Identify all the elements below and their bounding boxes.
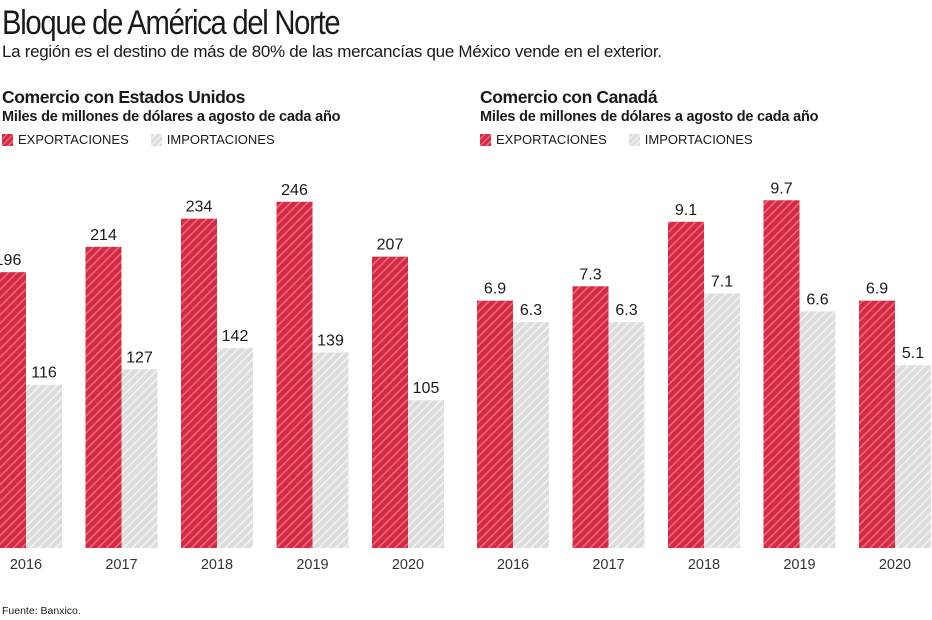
value-label-us-exports-2019: 246 — [281, 182, 308, 199]
legend-label-imports: IMPORTACIONES — [644, 132, 753, 147]
value-label-ca-exports-2017: 7.3 — [579, 266, 601, 283]
bar-us-imports-2020 — [408, 400, 444, 548]
value-label-ca-imports-2016: 6.3 — [520, 302, 542, 319]
bar-us-imports-2019 — [312, 352, 349, 548]
legend-swatch-imports — [150, 134, 162, 146]
chart-unit-ca: Miles de millones de dólares a agosto de… — [480, 109, 819, 125]
chart-ca: 6.9 6.3 2016 7.3 6.3 2017 9.1 7.1 2018 9.7 6.6 2019… — [477, 180, 931, 573]
x-tick-label-ca-2017: 2017 — [592, 557, 624, 573]
bar-ca-imports-2018 — [704, 293, 740, 548]
value-label-us-exports-2018: 234 — [186, 199, 213, 216]
legend-swatch-imports — [628, 134, 640, 146]
value-label-us-exports-2017: 214 — [90, 227, 117, 244]
page-title: Bloque de América del Norte — [2, 4, 341, 42]
value-label-us-imports-2017: 127 — [126, 349, 153, 366]
bar-us-imports-2017 — [121, 369, 158, 548]
bar-us-exports-2016 — [0, 272, 26, 548]
chart-title-ca: Comercio con Canadá — [480, 87, 658, 107]
value-label-us-imports-2019: 139 — [317, 332, 344, 349]
chart-us: 196 116 2016 214 127 2017 234 142 2018 246 139 2019… — [0, 182, 444, 573]
bar-ca-exports-2016 — [477, 300, 513, 548]
legend-label-imports: IMPORTACIONES — [166, 132, 275, 147]
chart-unit-us: Miles de millones de dólares a agosto de… — [2, 109, 341, 125]
chart-header-us: Comercio con Estados Unidos Miles de mil… — [2, 86, 341, 148]
value-label-ca-exports-2018: 9.1 — [675, 202, 697, 219]
x-tick-label-ca-2018: 2018 — [688, 557, 720, 573]
value-label-ca-exports-2020: 6.9 — [866, 281, 888, 298]
value-label-us-exports-2016: 196 — [0, 252, 21, 269]
bar-us-exports-2018 — [181, 218, 217, 548]
x-tick-label-us-2018: 2018 — [201, 557, 233, 573]
x-tick-label-us-2016: 2016 — [10, 557, 42, 573]
page-subtitle: La región es el destino de más de 80% de… — [2, 42, 662, 61]
bar-us-exports-2017 — [85, 246, 122, 548]
bar-ca-exports-2017 — [572, 286, 609, 548]
bar-ca-imports-2019 — [799, 311, 836, 548]
legend-swatch-exports — [480, 134, 491, 146]
bar-ca-exports-2020 — [859, 300, 895, 548]
value-label-ca-imports-2019: 6.6 — [806, 291, 828, 308]
legend-label-exports: EXPORTACIONES — [496, 132, 607, 147]
value-label-us-imports-2016: 116 — [31, 365, 57, 382]
value-label-ca-exports-2019: 9.7 — [770, 180, 792, 197]
x-tick-label-us-2020: 2020 — [392, 557, 424, 573]
source-note: Fuente: Banxico. — [2, 605, 81, 617]
chart-title-us: Comercio con Estados Unidos — [2, 87, 245, 107]
bar-us-exports-2020 — [372, 256, 408, 548]
bar-ca-imports-2020 — [895, 365, 931, 548]
bar-ca-exports-2018 — [668, 221, 704, 548]
bar-us-imports-2016 — [26, 384, 62, 548]
x-tick-label-ca-2016: 2016 — [497, 557, 529, 573]
chart-header-ca: Comercio con Canadá Miles de millones de… — [480, 86, 819, 148]
x-tick-label-us-2017: 2017 — [105, 557, 137, 573]
bar-ca-imports-2017 — [608, 322, 645, 548]
value-label-us-imports-2018: 142 — [222, 328, 249, 345]
value-label-ca-exports-2016: 6.9 — [484, 281, 506, 298]
value-label-ca-imports-2018: 7.1 — [711, 273, 733, 290]
bar-us-imports-2018 — [217, 348, 253, 548]
bar-us-exports-2019 — [276, 201, 313, 548]
x-tick-label-ca-2020: 2020 — [879, 557, 911, 573]
x-tick-label-us-2019: 2019 — [296, 557, 328, 573]
value-label-ca-imports-2017: 6.3 — [615, 302, 637, 319]
value-label-ca-imports-2020: 5.1 — [902, 345, 924, 362]
legend-us: EXPORTACIONES IMPORTACIONES — [2, 132, 340, 148]
bar-ca-exports-2019 — [763, 200, 800, 548]
value-label-us-exports-2020: 207 — [377, 237, 404, 254]
bar-ca-imports-2016 — [513, 322, 549, 548]
value-label-us-imports-2020: 105 — [413, 380, 440, 397]
x-tick-label-ca-2019: 2019 — [783, 557, 815, 573]
legend-ca: EXPORTACIONES IMPORTACIONES — [480, 132, 818, 148]
legend-swatch-exports — [2, 134, 13, 146]
legend-label-exports: EXPORTACIONES — [18, 132, 129, 147]
